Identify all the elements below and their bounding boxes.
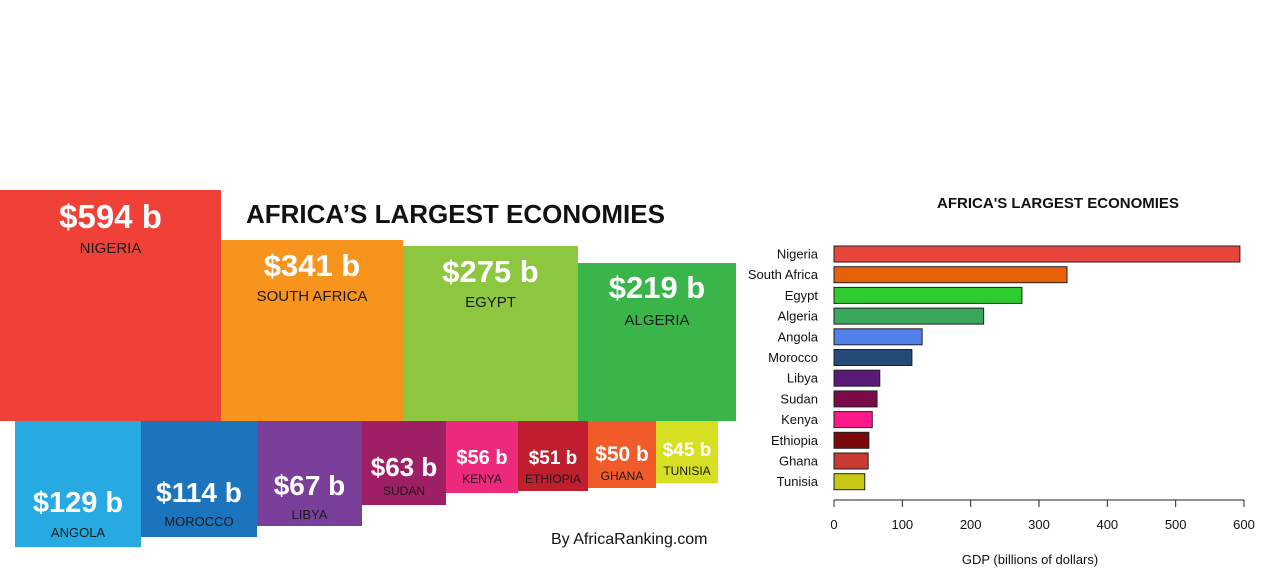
treemap-title: AFRICA’S LARGEST ECONOMIES [246, 199, 665, 229]
category-label: Tunisia [777, 474, 819, 489]
category-label: Algeria [778, 309, 819, 324]
tile-name: EGYPT [465, 294, 516, 311]
category-label: Angola [778, 329, 819, 344]
category-label: South Africa [748, 267, 819, 282]
tile-name: GHANA [600, 469, 644, 483]
tile-name: SOUTH AFRICA [256, 288, 368, 305]
tile-algeria: $219 b ALGERIA [578, 263, 736, 421]
tile-value: $67 b [273, 470, 346, 501]
category-label: Ethiopia [771, 433, 819, 448]
bar-kenya [833, 411, 873, 429]
x-tick-label: 400 [1096, 517, 1118, 532]
tile-value: $45 b [662, 440, 712, 461]
x-axis-label: GDP (billions of dollars) [962, 552, 1098, 567]
tile-sudan: $63 b SUDAN [362, 421, 446, 505]
tile-name: NIGERIA [79, 240, 142, 257]
x-tick-label: 0 [830, 517, 837, 532]
x-tick-label: 300 [1028, 517, 1050, 532]
tile-value: $129 b [32, 487, 124, 519]
bar-nigeria [833, 245, 1241, 263]
x-tick-label: 600 [1233, 517, 1255, 532]
bar-angola [833, 328, 923, 346]
tile-value: $51 b [528, 448, 578, 469]
category-label: Libya [787, 371, 819, 386]
tile-name: ALGERIA [624, 312, 690, 329]
tile-value: $594 b [59, 198, 162, 235]
category-label: Egypt [785, 288, 819, 303]
tile-name: LIBYA [291, 507, 328, 522]
tile-name: MOROCCO [164, 514, 234, 529]
tile-ethiopia: $51 b ETHIOPIA [518, 421, 588, 491]
tile-morocco: $114 b MOROCCO [141, 421, 257, 537]
x-tick-label: 100 [891, 517, 913, 532]
tile-value: $114 b [156, 477, 242, 508]
tile-kenya: $56 b KENYA [446, 421, 518, 493]
tile-name: ANGOLA [50, 525, 106, 540]
tile-name: ETHIOPIA [524, 472, 581, 486]
bar-chart: AFRICA'S LARGEST ECONOMIES Nigeria South A… [748, 195, 1255, 567]
bar-sudan [833, 390, 878, 408]
category-label: Sudan [780, 391, 818, 406]
bar-tunisia [833, 473, 866, 491]
tile-value: $50 b [595, 443, 649, 466]
tile-name: SUDAN [382, 484, 425, 498]
bar-ghana [833, 452, 869, 470]
bar-egypt [833, 286, 1023, 304]
tile-value: $56 b [456, 447, 508, 469]
bar-libya [833, 369, 881, 387]
category-label: Morocco [768, 350, 818, 365]
tile-angola: $129 b ANGOLA [15, 421, 141, 547]
tile-name: TUNISIA [663, 464, 711, 478]
tile-egypt: $275 b EGYPT [403, 246, 578, 421]
category-label: Nigeria [777, 247, 819, 262]
tile-libya: $67 b LIBYA [257, 421, 362, 526]
tile-value: $341 b [263, 248, 361, 283]
category-label: Ghana [779, 454, 819, 469]
bar-algeria [833, 307, 985, 325]
x-tick-label: 200 [960, 517, 982, 532]
category-label: Kenya [781, 412, 819, 427]
tile-south-africa: $341 b SOUTH AFRICA [221, 240, 403, 421]
tile-value: $219 b [608, 270, 706, 305]
tile-value: $275 b [442, 254, 539, 289]
source-credit: By AfricaRanking.com [551, 531, 708, 548]
bar-morocco [833, 349, 913, 366]
tile-name: KENYA [462, 472, 502, 486]
tile-ghana: $50 b GHANA [588, 421, 656, 488]
tile-tunisia: $45 b TUNISIA [656, 421, 718, 483]
bar-ethiopia [833, 431, 870, 449]
tile-value: $63 b [370, 452, 438, 482]
bar-south-africa [833, 266, 1068, 284]
x-tick-label: 500 [1165, 517, 1187, 532]
chart-title: AFRICA'S LARGEST ECONOMIES [937, 195, 1179, 212]
tile-nigeria: $594 b NIGERIA [0, 190, 221, 421]
